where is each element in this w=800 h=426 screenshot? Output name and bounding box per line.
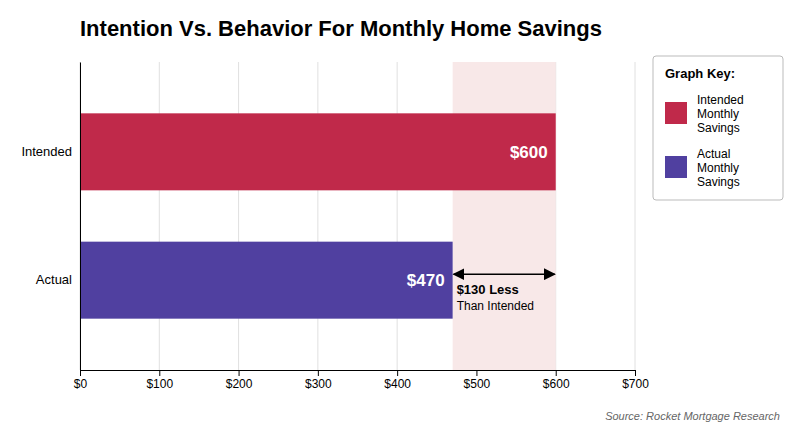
legend-frame: [653, 56, 783, 200]
legend-swatch: [665, 156, 687, 178]
x-tick: $200: [226, 370, 253, 391]
legend-entry-line: Monthly: [697, 161, 739, 175]
y-tick: Intended: [21, 144, 72, 159]
x-tick-label: $200: [226, 377, 253, 391]
y-axis-line: [80, 63, 81, 371]
labels: $600 $470 $130 Less Than Intended: [407, 143, 555, 313]
x-tick: $400: [384, 370, 411, 391]
legend-entry-line: Monthly: [697, 107, 739, 121]
legend-entry: IntendedMonthlySavings: [697, 93, 744, 135]
legend-swatch: [665, 102, 687, 124]
highlight-region: [453, 62, 556, 370]
annotation-detail: Than Intended: [457, 299, 534, 313]
x-tick-mark: [159, 370, 160, 376]
legend-title: Graph Key:: [665, 66, 735, 81]
chart: $0 $100 $200 $300 $400 $500 $600 $700 Intended Ac…: [0, 0, 800, 426]
x-tick-mark: [397, 370, 398, 376]
y-tick: Actual: [36, 272, 72, 287]
grid-line: [238, 62, 239, 370]
x-tick-label: $500: [464, 377, 491, 391]
legend-entry: ActualMonthlySavings: [697, 147, 740, 189]
x-tick-label: $700: [622, 377, 649, 391]
x-axis: $0 $100 $200 $300 $400 $500 $600 $700: [74, 370, 649, 391]
x-tick-label: $400: [384, 377, 411, 391]
legend-entry-line: Savings: [697, 121, 740, 135]
y-tick-label: Intended: [21, 144, 72, 159]
plot: $0 $100 $200 $300 $400 $500 $600 $700 Intended Ac…: [21, 62, 649, 391]
bar: [80, 113, 556, 190]
y-axis: Intended Actual: [21, 63, 80, 371]
source: Source: Rocket Mortgage Research: [605, 410, 780, 422]
x-tick-mark: [239, 370, 240, 376]
legend-entry-line: Actual: [697, 147, 730, 161]
grid: [80, 62, 635, 370]
x-axis-line: [81, 371, 636, 377]
x-tick-mark: [318, 370, 319, 376]
x-tick-mark: [635, 370, 636, 376]
legend-entry-line: Savings: [697, 175, 740, 189]
x-tick: $700: [622, 370, 649, 391]
x-tick-mark: [476, 370, 477, 376]
x-tick-label: $600: [543, 377, 570, 391]
legend-entry-line: Intended: [697, 93, 744, 107]
legend: Graph Key:IntendedMonthlySavingsActualMo…: [653, 56, 783, 200]
y-tick-label: Actual: [36, 272, 72, 287]
x-tick: $300: [305, 370, 332, 391]
x-tick-label: $300: [305, 377, 332, 391]
bar: [80, 242, 453, 319]
annotation: $130 Less: [457, 282, 519, 297]
x-tick: $100: [146, 370, 173, 391]
data-label: $470: [407, 271, 445, 290]
marks: [80, 62, 556, 370]
grid-line: [635, 62, 636, 370]
x-tick-mark: [80, 370, 81, 376]
annotation-arrow: [454, 273, 555, 275]
x-tick-label: $100: [146, 377, 173, 391]
grid-line: [317, 62, 318, 370]
title: Intention Vs. Behavior For Monthly Home …: [80, 16, 602, 41]
grid-line: [397, 62, 398, 370]
x-tick: $0: [74, 370, 88, 391]
x-tick-mark: [556, 370, 557, 376]
x-tick: $500: [464, 370, 491, 391]
grid-line: [159, 62, 160, 370]
x-tick: $600: [543, 370, 570, 391]
x-tick-label: $0: [74, 377, 88, 391]
data-label: $600: [510, 143, 548, 162]
grid-line: [80, 62, 81, 370]
